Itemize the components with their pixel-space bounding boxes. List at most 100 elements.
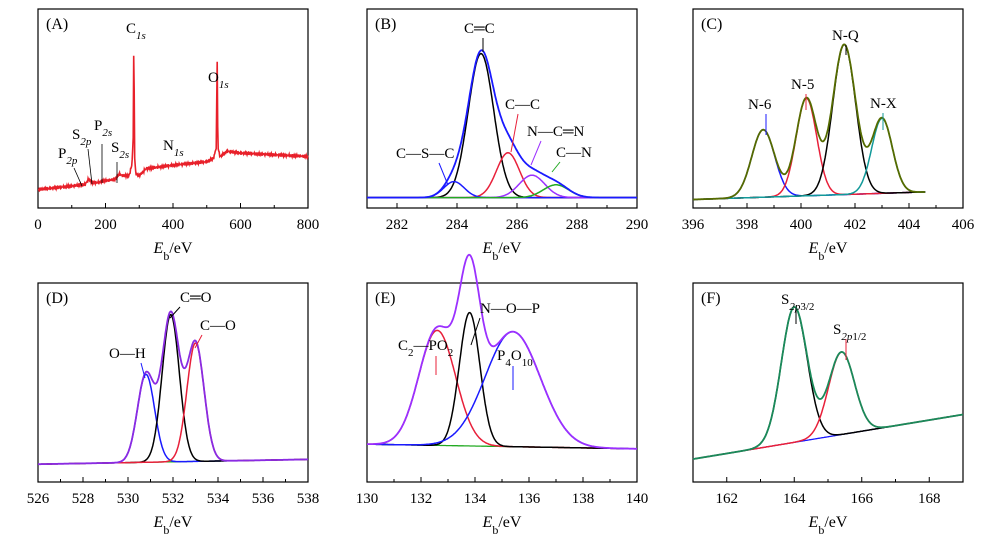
component-n-x	[693, 117, 926, 201]
x-tick-label: 288	[566, 217, 589, 233]
x-tick-label: 136	[518, 491, 541, 507]
peak-label-o-h: O—H	[109, 346, 146, 362]
panel-f: 162 164 166 168 Eb/eV (F) S2p3/2 S2p1/2	[692, 282, 964, 537]
x-axis-label: Eb/eV	[482, 514, 522, 537]
peak-leader-line	[73, 167, 83, 187]
peak-label-p2s: P2s	[94, 118, 112, 139]
x-tick-label: 0	[34, 217, 42, 233]
peak-label-n-q: N-Q	[832, 28, 859, 44]
peak-label-c-o: C—O	[200, 318, 236, 334]
peak-label-n-6: N-6	[748, 97, 772, 113]
x-tick-label: 138	[572, 491, 595, 507]
x-tick-label: 286	[506, 217, 529, 233]
x-axis-label: Eb/eV	[482, 240, 522, 263]
x-tick-label: 530	[117, 491, 140, 507]
x-tick-label: 538	[297, 491, 320, 507]
x-tick-label: 130	[356, 491, 379, 507]
x-tick-label: 600	[229, 217, 252, 233]
x-tick-label: 140	[626, 491, 649, 507]
panel-d: 526 528 530 532 534 536 538 Eb/eV (D) O—H C═O C—O	[27, 282, 320, 537]
peak-label-n-x: N-X	[870, 96, 897, 112]
x-tick-label: 164	[783, 491, 806, 507]
peak-label-c-s-c: C—S—C	[396, 146, 454, 162]
peak-leader-line	[470, 317, 481, 346]
peak-label-s2p: S2p	[72, 127, 92, 148]
x-tick-label: 290	[626, 217, 649, 233]
panel-label: (C)	[701, 16, 722, 33]
panel-e: 130 132 134 136 138 140 Eb/eV (E) C2—PO2 N—O—P P4O…	[356, 253, 649, 537]
peak-label-c2-po2: C2—PO2	[398, 338, 453, 359]
x-tick-label: 396	[682, 217, 705, 233]
peak-label-s2p3-2: S2p3/2	[781, 292, 814, 313]
x-tick-label: 134	[464, 491, 487, 507]
peak-leader-line	[551, 161, 561, 173]
x-axis-label: Eb/eV	[808, 240, 848, 263]
panel-label: (F)	[701, 290, 721, 307]
x-tick-label: 162	[716, 491, 739, 507]
component-c-o	[38, 342, 308, 465]
x-tick-label: 400	[162, 217, 185, 233]
component-o-h	[38, 373, 308, 465]
envelope-line	[367, 253, 637, 450]
peak-label-p2p: P2p	[58, 146, 78, 167]
peak-label-c-c-double: C═C	[464, 21, 495, 37]
envelope-line	[692, 305, 964, 460]
x-tick-label: 404	[898, 217, 921, 233]
x-tick-label: 406	[952, 217, 975, 233]
peak-label-n1s: N1s	[163, 138, 184, 159]
plot-frame	[692, 8, 964, 209]
component-s2p1-2	[692, 351, 964, 460]
peak-label-n-c-n: N—C═N	[527, 124, 584, 140]
x-tick-label: 200	[94, 217, 117, 233]
peak-label-c-n: C—N	[556, 145, 592, 161]
component-n-o-p	[367, 311, 637, 450]
component-c-c	[367, 52, 637, 199]
peak-label-n-5: N-5	[791, 77, 814, 93]
peak-label-p4o10: P4O10	[497, 348, 533, 369]
panel-label: (B)	[375, 16, 396, 33]
envelope-line	[38, 310, 308, 466]
x-tick-label: 800	[297, 217, 320, 233]
peak-label-s2p1-2: S2p1/2	[833, 322, 866, 343]
peak-label-o1s: O1s	[208, 70, 229, 91]
panel-b: 282 284 286 288 290 Eb/eV (B) C═C C—C C—S—C N—C═N C…	[366, 8, 649, 263]
x-axis-label: Eb/eV	[153, 240, 193, 263]
peak-leader-line	[438, 162, 449, 186]
x-tick-label: 528	[72, 491, 95, 507]
x-tick-label: 284	[446, 217, 469, 233]
peak-leader-line	[194, 334, 203, 349]
x-axis-label: Eb/eV	[808, 514, 848, 537]
peak-label-c1s: C1s	[126, 21, 146, 42]
peak-label-c-o-double: C═O	[180, 290, 212, 306]
panel-label: (D)	[46, 290, 68, 307]
x-tick-label: 166	[851, 491, 874, 507]
x-tick-label: 282	[386, 217, 409, 233]
component-c-s-c	[367, 180, 637, 199]
survey-spectrum-line	[37, 55, 309, 193]
peak-leader-line	[87, 148, 93, 185]
x-tick-label: 532	[162, 491, 185, 507]
component-n-q	[693, 43, 926, 201]
x-tick-label: 534	[207, 491, 230, 507]
panel-label: (E)	[375, 290, 395, 307]
x-tick-label: 398	[736, 217, 759, 233]
component-n-c-n	[367, 174, 637, 199]
x-tick-label: 526	[27, 491, 50, 507]
peak-label-s2s: S2s	[111, 140, 129, 161]
envelope-line	[693, 43, 926, 201]
peak-leader-line	[140, 362, 146, 379]
envelope-line	[367, 49, 637, 199]
x-tick-label: 168	[918, 491, 941, 507]
panel-c: 396 398 400 402 404 406 Eb/eV (C) N-6 N-5 N-Q N-X	[682, 8, 975, 263]
x-tick-label: 402	[844, 217, 867, 233]
plot-frame	[366, 8, 638, 209]
x-axis-label: Eb/eV	[153, 514, 193, 537]
peak-leader-line	[169, 306, 181, 319]
panel-label: (A)	[46, 16, 68, 33]
peak-label-n-o-p: N—O—P	[480, 301, 540, 317]
x-tick-label: 132	[410, 491, 433, 507]
peak-leader-line	[530, 140, 542, 166]
component-c-o	[38, 313, 308, 465]
